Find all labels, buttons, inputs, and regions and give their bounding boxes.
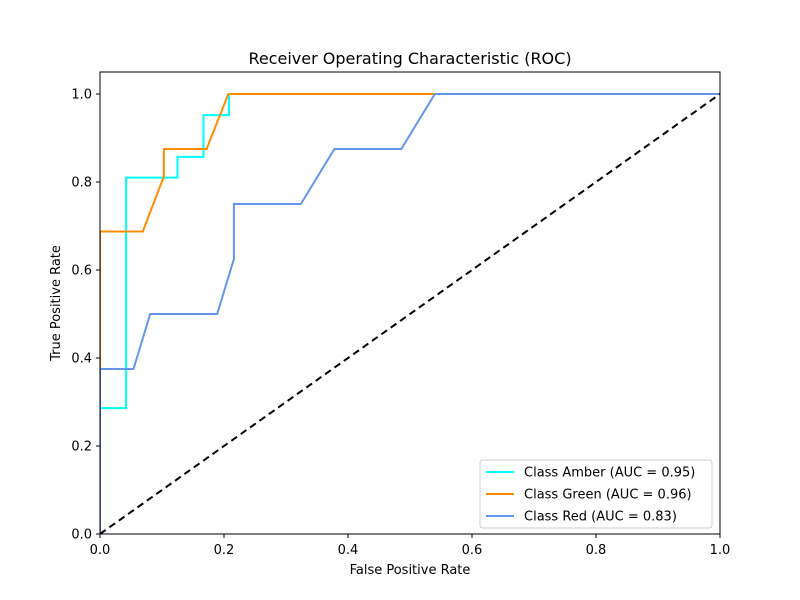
y-tick-label: 0.0 xyxy=(71,528,92,543)
y-tick-label: 0.4 xyxy=(71,352,92,367)
x-axis-label: False Positive Rate xyxy=(350,563,471,578)
x-tick-label: 1.0 xyxy=(710,543,731,558)
x-tick-label: 0.6 xyxy=(462,543,483,558)
y-axis-ticks: 0.0 0.2 0.4 0.6 0.8 1.0 xyxy=(71,88,100,543)
series-layer xyxy=(100,93,720,534)
x-tick-label: 0.0 xyxy=(90,543,111,558)
series-line-0 xyxy=(100,93,720,534)
y-axis-label: True Positive Rate xyxy=(49,245,64,362)
legend-entry: Class Amber (AUC = 0.95) xyxy=(524,466,695,481)
legend: Class Amber (AUC = 0.95) Class Green (AUC… xyxy=(479,459,713,529)
y-tick-label: 0.6 xyxy=(71,264,92,279)
y-tick-label: 0.2 xyxy=(71,440,92,455)
plot-area: 0.0 0.2 0.4 0.6 0.8 1.0 0.0 0.2 0.4 0.6 0.8 1.0 xyxy=(71,71,731,558)
y-tick-label: 0.8 xyxy=(71,176,92,191)
legend-entry: Class Green (AUC = 0.96) xyxy=(524,488,692,503)
chart-title: Receiver Operating Characteristic (ROC) xyxy=(248,49,571,68)
y-tick-label: 1.0 xyxy=(71,88,92,103)
legend-box xyxy=(479,459,713,529)
plot-frame xyxy=(99,71,721,535)
chance-diagonal-line xyxy=(100,93,720,534)
series-line-1 xyxy=(100,93,720,534)
legend-entry: Class Red (AUC = 0.83) xyxy=(524,510,677,525)
x-tick-label: 0.4 xyxy=(338,543,359,558)
x-tick-label: 0.8 xyxy=(586,543,607,558)
x-tick-label: 0.2 xyxy=(214,543,235,558)
x-axis-ticks: 0.0 0.2 0.4 0.6 0.8 1.0 xyxy=(90,534,731,558)
series-line-2 xyxy=(100,93,720,534)
